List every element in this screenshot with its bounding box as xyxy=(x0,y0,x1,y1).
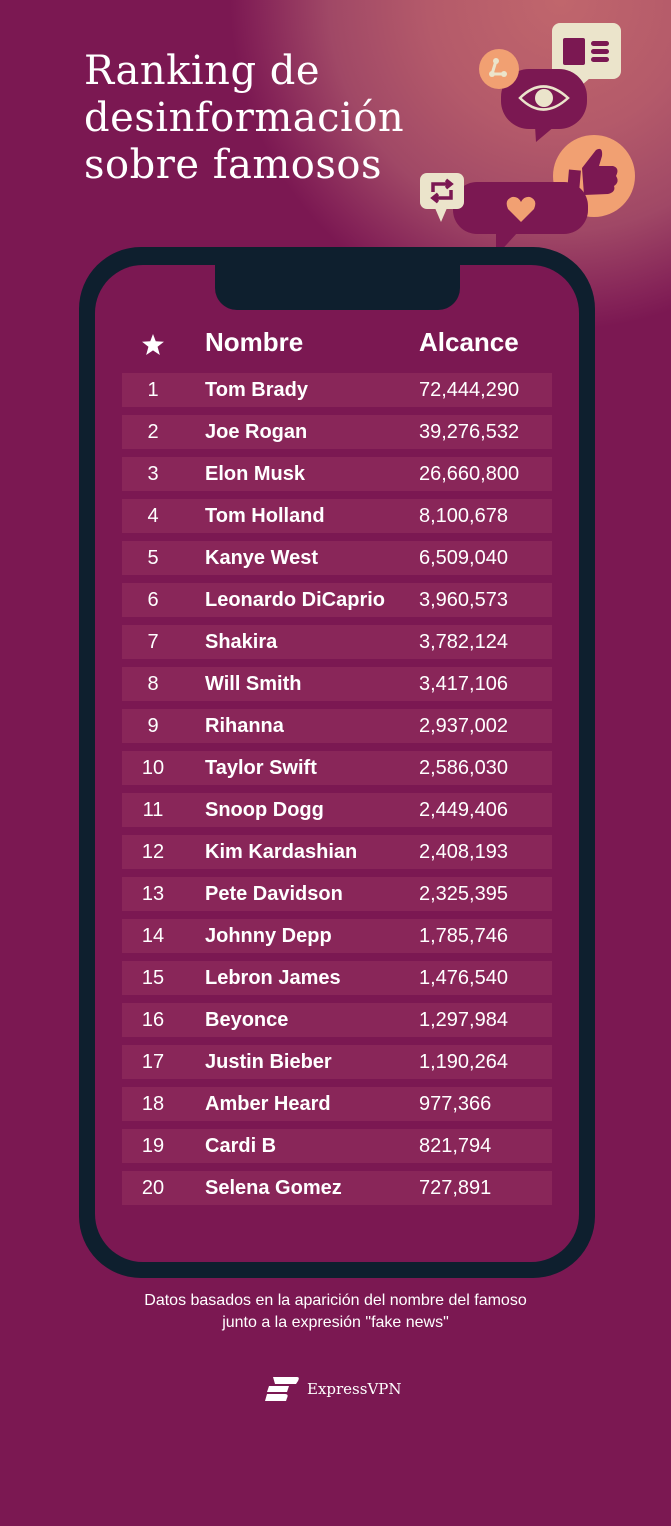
rank-cell: 7 xyxy=(147,631,159,653)
table-row: 13 Pete Davidson 2,325,395 xyxy=(122,877,552,911)
rank-cell: 4 xyxy=(147,505,159,527)
table-row: 3 Elon Musk 26,660,800 xyxy=(122,457,552,491)
reach-cell: 8,100,678 xyxy=(419,505,508,527)
rank-cell: 10 xyxy=(141,757,165,779)
name-cell: Johnny Depp xyxy=(205,925,332,947)
rank-cell: 9 xyxy=(147,715,159,737)
rank-cell: 18 xyxy=(141,1093,165,1115)
name-cell: Kim Kardashian xyxy=(205,841,358,863)
reach-cell: 2,586,030 xyxy=(419,757,508,779)
table-row: 11 Snoop Dogg 2,449,406 xyxy=(122,793,552,827)
name-cell: Snoop Dogg xyxy=(205,799,324,821)
reach-cell: 6,509,040 xyxy=(419,547,508,569)
social-icons-illustration xyxy=(420,23,635,256)
rank-cell: 14 xyxy=(141,925,165,947)
rank-cell: 17 xyxy=(141,1051,165,1073)
table-row: 1 Tom Brady 72,444,290 xyxy=(122,373,552,407)
table-row: 2 Joe Rogan 39,276,532 xyxy=(122,415,552,449)
phone-frame: Nombre Alcance 1 Tom Brady 72,444,290 2 Joe … xyxy=(79,247,595,1278)
name-cell: Cardi B xyxy=(205,1135,277,1157)
name-cell: Taylor Swift xyxy=(205,757,317,779)
reach-cell: 2,449,406 xyxy=(419,799,508,821)
rank-cell: 20 xyxy=(141,1177,165,1199)
reach-cell: 3,782,124 xyxy=(419,631,508,653)
table-row: 7 Shakira 3,782,124 xyxy=(122,625,552,659)
name-cell: Shakira xyxy=(205,631,278,653)
reach-cell: 1,190,264 xyxy=(419,1051,508,1073)
table-row: 6 Leonardo DiCaprio 3,960,573 xyxy=(122,583,552,617)
table-row: 8 Will Smith 3,417,106 xyxy=(122,667,552,701)
rank-cell: 15 xyxy=(141,967,165,989)
share-icon xyxy=(479,49,519,89)
reach-cell: 3,417,106 xyxy=(419,673,508,695)
rank-cell: 8 xyxy=(147,673,159,695)
reach-cell: 2,937,002 xyxy=(419,715,508,737)
reach-cell: 977,366 xyxy=(419,1093,492,1115)
name-cell: Kanye West xyxy=(205,547,319,569)
name-cell: Justin Bieber xyxy=(205,1051,332,1073)
name-cell: Will Smith xyxy=(205,673,302,695)
reach-cell: 26,660,800 xyxy=(419,463,520,485)
name-cell: Beyonce xyxy=(205,1009,289,1031)
column-header-name: Nombre xyxy=(205,327,304,357)
name-cell: Lebron James xyxy=(205,967,341,989)
reach-cell: 727,891 xyxy=(419,1177,492,1199)
reach-cell: 39,276,532 xyxy=(419,421,520,443)
footnote: Datos basados en la aparición del nombre… xyxy=(144,1292,527,1331)
rank-cell: 19 xyxy=(141,1135,165,1157)
rank-cell: 6 xyxy=(147,589,159,611)
table-row: 19 Cardi B 821,794 xyxy=(122,1129,552,1163)
rank-cell: 1 xyxy=(147,379,159,401)
table-row: 18 Amber Heard 977,366 xyxy=(122,1087,552,1121)
brand-name: ExpressVPN xyxy=(307,1380,402,1398)
name-cell: Elon Musk xyxy=(205,463,306,485)
name-cell: Joe Rogan xyxy=(205,421,308,443)
reach-cell: 2,408,193 xyxy=(419,841,508,863)
name-cell: Tom Brady xyxy=(205,379,308,401)
table-row: 9 Rihanna 2,937,002 xyxy=(122,709,552,743)
rank-cell: 5 xyxy=(147,547,159,569)
reach-cell: 72,444,290 xyxy=(419,379,520,401)
eye-bubble-icon xyxy=(501,69,587,142)
table-row: 16 Beyonce 1,297,984 xyxy=(122,1003,552,1037)
table-row: 14 Johnny Depp 1,785,746 xyxy=(122,919,552,953)
heart-bubble-icon xyxy=(453,182,588,256)
reach-cell: 3,960,573 xyxy=(419,589,508,611)
name-cell: Selena Gomez xyxy=(205,1177,342,1199)
reach-cell: 821,794 xyxy=(419,1135,492,1157)
table-row: 15 Lebron James 1,476,540 xyxy=(122,961,552,995)
reach-cell: 1,785,746 xyxy=(419,925,508,947)
rank-cell: 12 xyxy=(141,841,165,863)
table-row: 4 Tom Holland 8,100,678 xyxy=(122,499,552,533)
name-cell: Leonardo DiCaprio xyxy=(205,589,386,611)
phone-notch xyxy=(215,265,460,310)
table-row: 12 Kim Kardashian 2,408,193 xyxy=(122,835,552,869)
reach-cell: 1,476,540 xyxy=(419,967,508,989)
name-cell: Rihanna xyxy=(205,715,284,737)
rank-cell: 16 xyxy=(141,1009,165,1031)
brand-logo: ExpressVPN xyxy=(265,1376,402,1402)
rank-cell: 2 xyxy=(147,421,159,443)
expressvpn-logo-icon xyxy=(265,1377,299,1401)
reach-cell: 2,325,395 xyxy=(419,883,508,905)
table-row: 17 Justin Bieber 1,190,264 xyxy=(122,1045,552,1079)
table-row: 10 Taylor Swift 2,586,030 xyxy=(122,751,552,785)
table-row: 5 Kanye West 6,509,040 xyxy=(122,541,552,575)
phone-screen: Nombre Alcance 1 Tom Brady 72,444,290 2 Joe … xyxy=(95,265,579,1262)
name-cell: Tom Holland xyxy=(205,505,325,527)
table-row: 20 Selena Gomez 727,891 xyxy=(122,1171,552,1205)
star-icon xyxy=(142,334,164,355)
name-cell: Amber Heard xyxy=(205,1093,331,1115)
name-cell: Pete Davidson xyxy=(205,883,343,905)
rank-cell: 13 xyxy=(141,883,165,905)
rank-cell: 11 xyxy=(142,799,164,821)
page-title: Ranking de desinformación sobre famosos xyxy=(84,48,405,188)
reach-cell: 1,297,984 xyxy=(419,1009,508,1031)
rank-cell: 3 xyxy=(147,463,159,485)
news-bubble-icon xyxy=(552,23,621,92)
column-header-reach: Alcance xyxy=(419,327,519,357)
repost-bubble-icon xyxy=(420,173,464,222)
